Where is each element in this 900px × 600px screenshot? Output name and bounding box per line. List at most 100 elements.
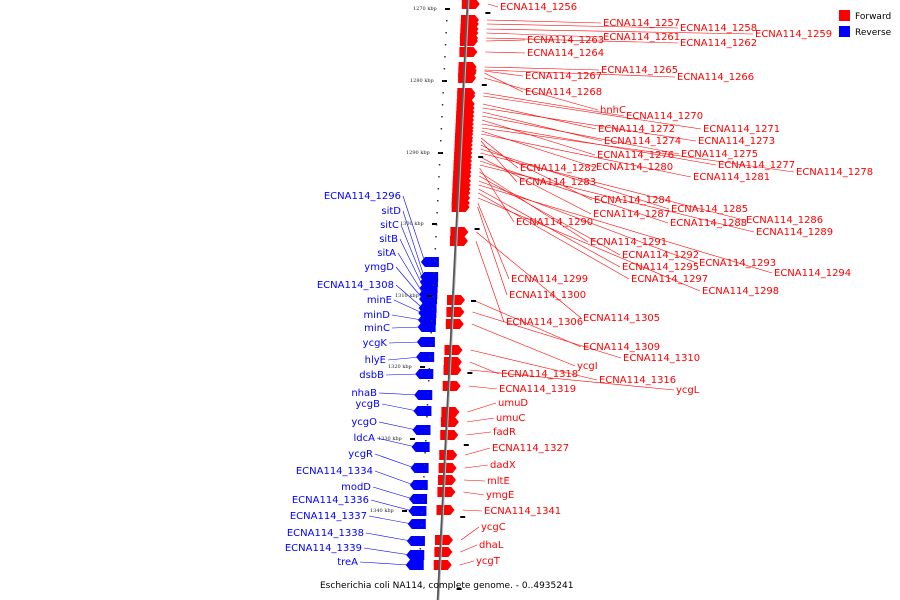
gene-label-ecna114-1259[interactable]: ECNA114_1259 [755, 29, 832, 40]
gene-glyph-ecna114-1306[interactable] [449, 236, 468, 246]
gene-label-hlye[interactable]: hlyE [365, 355, 386, 366]
gene-label-ecna114-1268[interactable]: ECNA114_1268 [525, 87, 602, 98]
legend-item-reverse[interactable]: Reverse [839, 26, 892, 38]
gene-label-ecna114-1284[interactable]: ECNA114_1284 [594, 195, 671, 206]
gene-label-ecna114-1266[interactable]: ECNA114_1266 [677, 72, 754, 83]
gene-glyph-fadr[interactable] [440, 430, 459, 440]
gene-label-ecna114-1305[interactable]: ECNA114_1305 [583, 313, 660, 324]
gene-label-modd[interactable]: modD [341, 482, 371, 493]
gene-glyph-ycgc[interactable] [435, 535, 453, 545]
gene-label-ycgk[interactable]: ycgK [363, 338, 388, 349]
gene-glyph-ecna114-1319[interactable] [442, 381, 461, 391]
gene-glyph-hlye[interactable] [416, 352, 435, 362]
gene-label-trea[interactable]: treA [337, 557, 358, 568]
gene-label-ecna114-1283[interactable]: ECNA114_1283 [519, 177, 596, 188]
gene-label-ecna114-1295[interactable]: ECNA114_1295 [622, 262, 699, 273]
gene-glyph-ecna114-1264[interactable] [459, 47, 478, 57]
gene-label-ecna114-1327[interactable]: ECNA114_1327 [492, 443, 569, 454]
gene-glyph-ecna114-1309[interactable] [447, 295, 465, 305]
gene-glyph-dhal[interactable] [434, 547, 453, 557]
gene-label-sitd[interactable]: sitD [381, 206, 401, 217]
gene-label-ycgc[interactable]: ycgC [481, 522, 506, 533]
gene-glyph-ecna114-1296[interactable] [420, 257, 439, 267]
gene-label-ecna114-1296[interactable]: ECNA114_1296 [324, 191, 401, 202]
gene-label-ecna114-1288[interactable]: ECNA114_1288 [670, 218, 747, 229]
gene-glyph-ecna114-1300[interactable] [451, 202, 470, 212]
gene-glyph-ecna114-1305[interactable] [450, 227, 469, 237]
gene-label-ymgd[interactable]: ymgD [364, 262, 394, 273]
gene-label-ecna114-1280[interactable]: ECNA114_1280 [596, 162, 673, 173]
gene-glyph-ecna114-1341[interactable] [436, 505, 455, 515]
gene-label-hnhc[interactable]: hnhC [600, 105, 626, 116]
gene-label-ecna114-1319[interactable]: ECNA114_1319 [499, 384, 576, 395]
gene-glyph-dsbb[interactable] [415, 369, 434, 379]
gene-label-ecna114-1274[interactable]: ECNA114_1274 [604, 136, 681, 147]
gene-label-ecna114-1276[interactable]: ECNA114_1276 [597, 150, 674, 161]
gene-label-ecna114-1306[interactable]: ECNA114_1306 [506, 317, 583, 328]
gene-glyph-ycgb[interactable] [413, 406, 432, 416]
gene-label-mlte[interactable]: mltE [487, 476, 510, 487]
gene-label-ecna114-1264[interactable]: ECNA114_1264 [527, 48, 604, 59]
gene-label-ecna114-1334[interactable]: ECNA114_1334 [296, 466, 373, 477]
gene-glyph-ycgr[interactable] [410, 463, 429, 473]
gene-glyph-ycgi[interactable] [445, 319, 464, 329]
gene-label-ecna114-1286[interactable]: ECNA114_1286 [746, 215, 823, 226]
gene-glyph-ecna114-1316[interactable] [444, 345, 463, 355]
gene-glyph-ecna114-1338[interactable] [406, 536, 425, 546]
gene-glyph-ecna114-1271[interactable] [457, 91, 476, 101]
gene-glyph-ecna114-1339[interactable] [406, 550, 425, 560]
gene-label-dsbb[interactable]: dsbB [359, 370, 384, 381]
gene-label-ycgb[interactable]: ycgB [355, 399, 380, 410]
gene-label-ecna114-1289[interactable]: ECNA114_1289 [756, 227, 833, 238]
gene-label-ecna114-1339[interactable]: ECNA114_1339 [285, 543, 362, 554]
gene-label-mind[interactable]: minD [363, 310, 390, 321]
gene-glyph-ecna114-1263[interactable] [459, 36, 478, 46]
gene-label-ecna114-1309[interactable]: ECNA114_1309 [583, 342, 660, 353]
gene-glyph-ycgk[interactable] [416, 337, 435, 347]
gene-glyph-umuc[interactable] [440, 417, 459, 427]
gene-label-ecna114-1267[interactable]: ECNA114_1267 [525, 71, 602, 82]
gene-label-ycgt[interactable]: ycgT [476, 556, 501, 567]
gene-glyph-modd[interactable] [409, 494, 428, 504]
gene-label-ecna114-1272[interactable]: ECNA114_1272 [598, 124, 675, 135]
gene-label-ycgr[interactable]: ycgR [348, 449, 373, 460]
gene-glyph-ecna114-1337[interactable] [407, 519, 426, 529]
gene-label-dhal[interactable]: dhaL [479, 540, 504, 551]
gene-label-ecna114-1341[interactable]: ECNA114_1341 [484, 506, 561, 517]
gene-label-ycgl[interactable]: ycgL [676, 385, 700, 396]
gene-glyph-ycgl[interactable] [443, 365, 462, 375]
gene-glyph-ymge[interactable] [437, 487, 456, 497]
gene-glyph-ecna114-1327[interactable] [439, 450, 458, 460]
gene-label-ecna114-1277[interactable]: ECNA114_1277 [718, 160, 795, 171]
gene-label-ecna114-1271[interactable]: ECNA114_1271 [703, 124, 780, 135]
gene-label-ldca[interactable]: ldcA [354, 433, 376, 444]
gene-label-ecna114-1282[interactable]: ECNA114_1282 [520, 163, 597, 174]
gene-label-ecna114-1287[interactable]: ECNA114_1287 [593, 209, 670, 220]
gene-label-ecna114-1293[interactable]: ECNA114_1293 [699, 258, 776, 269]
gene-label-ecna114-1285[interactable]: ECNA114_1285 [671, 204, 748, 215]
gene-glyph-dadx[interactable] [438, 463, 457, 473]
gene-label-ecna114-1310[interactable]: ECNA114_1310 [623, 353, 700, 364]
gene-label-ecna114-1278[interactable]: ECNA114_1278 [796, 167, 873, 178]
gene-label-mine[interactable]: minE [367, 295, 392, 306]
gene-label-ecna114-1261[interactable]: ECNA114_1261 [603, 32, 680, 43]
gene-label-ecna114-1337[interactable]: ECNA114_1337 [290, 511, 367, 522]
gene-label-ecna114-1300[interactable]: ECNA114_1300 [509, 290, 586, 301]
gene-label-ecna114-1262[interactable]: ECNA114_1262 [680, 38, 757, 49]
gene-glyph-hnhc[interactable] [458, 73, 477, 83]
gene-label-ymge[interactable]: ymgE [486, 490, 514, 501]
gene-label-sitc[interactable]: sitC [380, 220, 399, 231]
gene-label-fadr[interactable]: fadR [493, 427, 516, 438]
gene-label-ecna114-1258[interactable]: ECNA114_1258 [680, 23, 757, 34]
gene-glyph-ycgo[interactable] [412, 425, 431, 435]
gene-label-nhab[interactable]: nhaB [351, 388, 377, 399]
gene-label-minc[interactable]: minC [364, 323, 390, 334]
gene-label-ecna114-1338[interactable]: ECNA114_1338 [287, 528, 364, 539]
gene-label-ecna114-1265[interactable]: ECNA114_1265 [601, 65, 678, 76]
gene-label-ycgi[interactable]: ycgI [577, 361, 598, 372]
gene-label-ecna114-1290[interactable]: ECNA114_1290 [516, 217, 593, 228]
gene-label-umud[interactable]: umuD [498, 398, 528, 409]
legend-item-forward[interactable]: Forward [839, 10, 891, 22]
gene-glyph-umud[interactable] [441, 407, 460, 417]
gene-label-ecna114-1318[interactable]: ECNA114_1318 [501, 369, 578, 380]
